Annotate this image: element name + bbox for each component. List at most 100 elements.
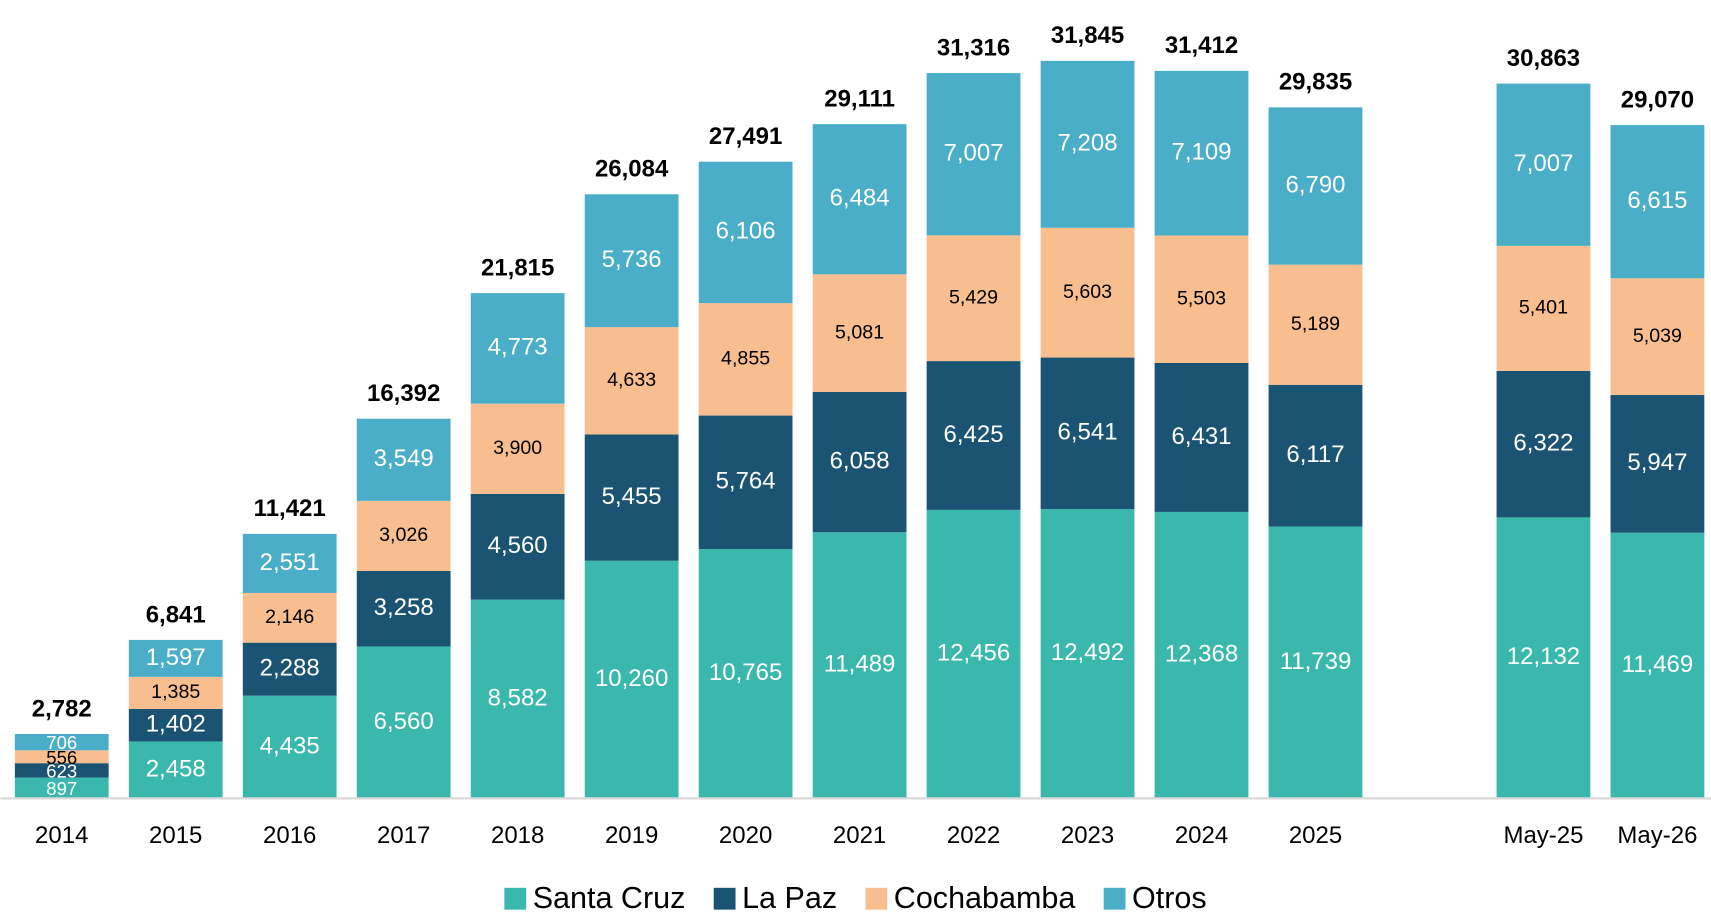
bar-segment (14, 733, 109, 751)
bar-segment (356, 570, 451, 647)
bar-segment (1496, 517, 1591, 799)
total-label: 29,835 (1279, 69, 1352, 96)
legend-swatch (713, 887, 736, 910)
bar-segment (1496, 370, 1591, 518)
bar-segment (926, 235, 1021, 362)
total-label: 29,111 (824, 85, 895, 112)
bar-segment (1154, 362, 1249, 512)
total-label: 26,084 (595, 156, 669, 183)
legend-swatch (504, 887, 527, 910)
total-label: 31,412 (1165, 32, 1238, 59)
total-label: 2,782 (32, 695, 92, 722)
bar-segment (356, 500, 451, 571)
bar-segment (926, 361, 1021, 510)
value-label: 6,484 (830, 185, 890, 212)
total-label: 31,316 (937, 34, 1010, 61)
total-label: 11,421 (254, 495, 326, 522)
bar-segment (1268, 264, 1363, 385)
bar-segment (470, 293, 565, 404)
value-label: 7,208 (1058, 130, 1118, 157)
bar-segment (242, 695, 337, 799)
value-label: 5,429 (949, 286, 998, 308)
x-tick-label: 2014 (35, 822, 88, 849)
bar-segment (1610, 532, 1705, 799)
value-label: 3,258 (374, 594, 434, 621)
value-label: 11,469 (1622, 651, 1694, 678)
total-label: 16,392 (367, 380, 440, 407)
x-tick-label: May-26 (1617, 822, 1697, 849)
bar-segment (1610, 125, 1705, 279)
x-tick-label: 2020 (719, 822, 772, 849)
value-label: 2,288 (260, 655, 320, 682)
bar-segment (1610, 395, 1705, 533)
total-label: 31,845 (1051, 22, 1124, 49)
legend-swatch (865, 887, 888, 910)
value-label: 11,739 (1280, 648, 1352, 675)
value-label: 12,492 (1051, 639, 1124, 666)
value-label: 7,007 (1513, 150, 1573, 177)
bar-segment (1268, 526, 1363, 799)
bar-segment (1496, 83, 1591, 246)
legend-label: Cochabamba (894, 881, 1076, 914)
bar-segment (926, 509, 1021, 799)
bar-segment (698, 415, 793, 550)
bar-segment (1268, 107, 1363, 265)
x-tick-label: 2025 (1289, 822, 1342, 849)
value-label: 706 (46, 732, 77, 753)
bar-segment (584, 327, 679, 435)
total-label: 21,815 (481, 254, 554, 281)
value-label: 6,615 (1627, 187, 1687, 214)
bar-segment (698, 549, 793, 799)
x-tick-label: 2024 (1175, 822, 1228, 849)
bar-segment (128, 708, 223, 742)
legend-swatch (1103, 887, 1126, 910)
bar-segment (14, 777, 109, 799)
value-label: 6,058 (830, 447, 890, 474)
bar-segment (1154, 235, 1249, 363)
value-label: 5,503 (1177, 287, 1226, 309)
bar-segment (1496, 245, 1591, 371)
value-label: 3,900 (493, 437, 542, 459)
bar-segment (128, 639, 223, 677)
value-label: 12,132 (1507, 643, 1580, 670)
x-tick-label: 2017 (377, 822, 430, 849)
value-label: 10,765 (709, 659, 782, 686)
value-label: 5,039 (1633, 325, 1682, 347)
value-label: 897 (46, 778, 77, 799)
bar-segment (242, 642, 337, 696)
value-label: 4,633 (607, 369, 656, 391)
bar-segment (812, 391, 907, 533)
bar-segment (356, 646, 451, 799)
bar-segment (242, 533, 337, 593)
value-label: 4,435 (260, 732, 320, 759)
bar-segment (812, 532, 907, 799)
bar-segment (584, 560, 679, 799)
value-label: 3,026 (379, 524, 428, 546)
bar-segment (356, 418, 451, 501)
x-tick-label: 2023 (1061, 822, 1114, 849)
bar-segment (584, 194, 679, 328)
value-label: 5,081 (835, 321, 884, 343)
value-label: 11,489 (824, 651, 896, 678)
bar-segment (1040, 357, 1135, 510)
x-tick-label: 2016 (263, 822, 316, 849)
x-tick-label: 2022 (947, 822, 1000, 849)
x-tick-label: 2015 (149, 822, 202, 849)
bar-segment (698, 303, 793, 416)
x-tick-label: May-25 (1503, 822, 1583, 849)
value-label: 7,007 (944, 140, 1004, 167)
bar-segment (1040, 60, 1135, 228)
value-label: 5,455 (602, 483, 662, 510)
legend-label: La Paz (742, 881, 837, 914)
value-label: 2,458 (146, 755, 206, 782)
bar-segment (698, 161, 793, 304)
value-label: 5,947 (1627, 449, 1687, 476)
bar-segment (584, 434, 679, 561)
value-label: 6,560 (374, 708, 434, 735)
x-tick-label: 2021 (833, 822, 886, 849)
bar-segment (1154, 511, 1249, 799)
bar-segment (470, 599, 565, 799)
bar-segment (128, 741, 223, 799)
value-label: 5,764 (716, 468, 776, 495)
